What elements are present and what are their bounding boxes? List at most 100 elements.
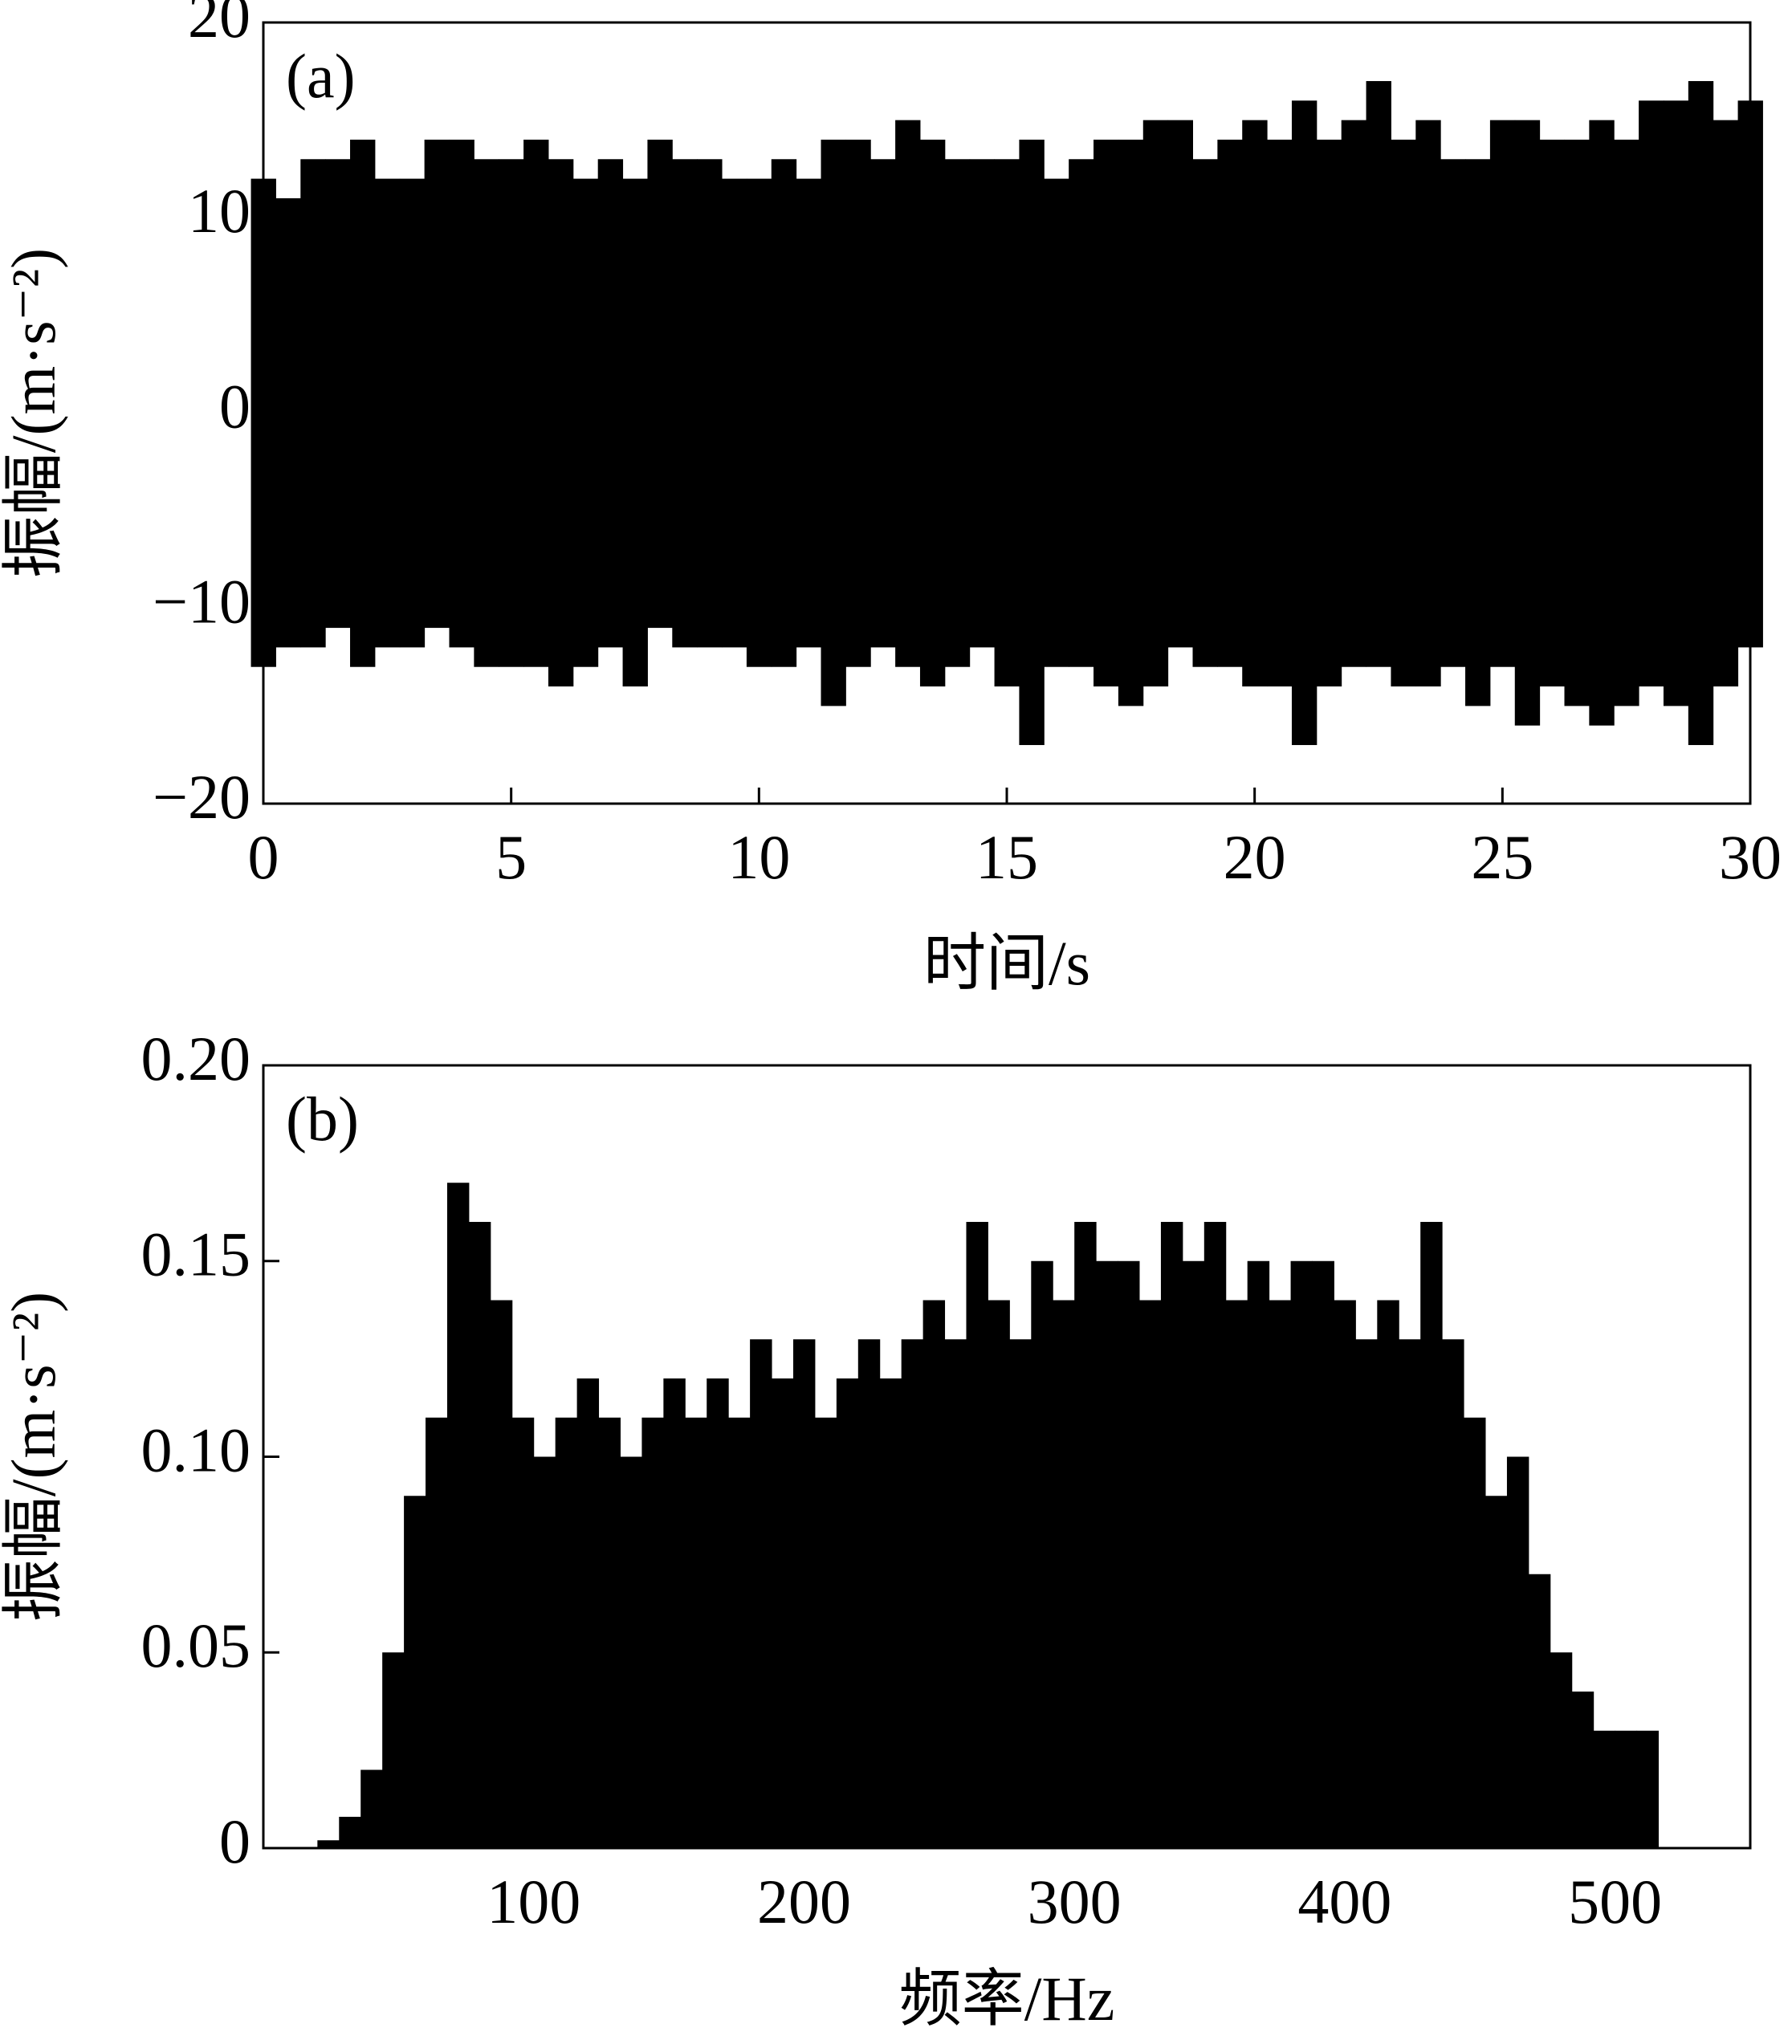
spectrum-bar: [1571, 1692, 1594, 1848]
signal-range: [1069, 159, 1094, 667]
signal-range: [325, 159, 351, 629]
spectrum-bar: [1377, 1300, 1399, 1848]
signal-range: [944, 159, 971, 667]
signal-range: [1094, 139, 1119, 687]
spectrum-bar: [339, 1817, 361, 1848]
signal-range: [1341, 120, 1367, 667]
spectrum-bar: [555, 1417, 578, 1848]
x-tick-label: 30: [1719, 822, 1782, 892]
signal-range: [374, 178, 401, 648]
signal-range: [1440, 159, 1466, 667]
x-tick-label: 200: [757, 1867, 851, 1936]
spectrum-bar: [707, 1378, 729, 1848]
x-axis-label: 频率/Hz: [899, 1964, 1115, 2034]
x-tick-label: 25: [1471, 822, 1533, 892]
signal-range: [1242, 120, 1268, 687]
signal-range: [919, 139, 946, 687]
spectrum-bar: [1528, 1574, 1551, 1848]
spectrum-bar: [1225, 1300, 1248, 1848]
spectrum-bar: [1464, 1417, 1486, 1848]
spectrum-bar: [1550, 1652, 1573, 1848]
signal-range: [870, 159, 896, 648]
signal-range: [424, 139, 450, 629]
signal-range: [994, 159, 1020, 687]
subplot: 0 0.05 0.10 0.15 0.20 100 200 300 400 500 (b) 频率/Hz…: [0, 1024, 1752, 2034]
spectrum-bar: [620, 1456, 642, 1848]
spectrum-bar: [728, 1417, 751, 1848]
spectrum-bar: [576, 1378, 600, 1848]
y-tick-label: 20: [188, 0, 250, 51]
spectrum-bar: [1312, 1260, 1334, 1848]
spectrum-bar: [1247, 1260, 1270, 1848]
y-tick-label: 0.05: [141, 1610, 251, 1680]
spectrum-bar: [1182, 1260, 1205, 1848]
signal-range: [845, 139, 871, 667]
signal-range: [1217, 139, 1243, 667]
spectrum-bar: [750, 1339, 772, 1848]
spectrum-bar: [511, 1417, 535, 1848]
spectrum-bar: [1118, 1260, 1140, 1848]
spectrum-bar: [901, 1339, 924, 1848]
x-tick-label: 0: [248, 822, 279, 892]
spectrum-bar: [1636, 1730, 1660, 1848]
signal-range: [523, 139, 549, 667]
signal-range: [1142, 120, 1169, 687]
spectrum-bar: [988, 1300, 1010, 1848]
spectrum-bar: [1420, 1222, 1443, 1848]
spectrum-bar: [1485, 1496, 1508, 1848]
y-tick-label: −10: [153, 567, 250, 637]
x-tick-label: 5: [495, 822, 527, 892]
spectrum-bar: [360, 1769, 383, 1848]
spectrum-bar: [1334, 1300, 1356, 1848]
x-tick-label: 400: [1297, 1867, 1391, 1936]
signal-range: [572, 178, 599, 667]
spectrum-bar: [1442, 1339, 1464, 1848]
signal-range: [399, 178, 426, 648]
spectrum-bar: [1593, 1730, 1616, 1848]
y-tick-label: 0: [219, 371, 250, 441]
y-tick-label: −20: [153, 762, 250, 832]
x-tick-label: 20: [1224, 822, 1286, 892]
spectrum-bar: [922, 1300, 946, 1848]
signal-range: [1564, 139, 1590, 706]
signal-range: [1044, 178, 1069, 667]
spectrum-bar: [317, 1840, 340, 1848]
signal-range: [1167, 120, 1193, 648]
spectrum-bar: [533, 1456, 556, 1848]
spectrum-bar: [641, 1417, 664, 1848]
signal-range: [672, 159, 698, 648]
signal-range: [1366, 80, 1391, 667]
y-tick-label: 0.20: [141, 1024, 251, 1093]
signal-range: [1316, 139, 1342, 687]
spectrum-bar: [1615, 1730, 1638, 1848]
signal-range: [1192, 159, 1218, 667]
signal-range: [1589, 120, 1615, 726]
spectrum-bar: [1290, 1260, 1313, 1848]
spectrum-bar: [1074, 1222, 1097, 1848]
spectrum-bar: [944, 1339, 967, 1848]
y-tick-label: 0: [219, 1806, 250, 1876]
spectrum-bar: [814, 1417, 837, 1848]
signal-range: [796, 178, 821, 648]
spectrum-bar: [1355, 1339, 1378, 1848]
signal-range: [1019, 139, 1045, 746]
signal-range: [1391, 139, 1416, 687]
spectrum-bar: [1053, 1300, 1075, 1848]
signal-range: [275, 197, 301, 648]
signal-range: [1688, 80, 1714, 746]
signal-range: [722, 178, 747, 648]
y-axis-label: 振幅/(m·s⁻²): [0, 248, 68, 578]
spectrum-bar: [685, 1417, 707, 1848]
signal-range: [969, 159, 996, 648]
x-tick-label: 300: [1028, 1867, 1122, 1936]
signal-range: [1614, 139, 1639, 706]
panel-label: (a): [286, 41, 356, 111]
signal-range: [821, 139, 846, 706]
signal-range: [474, 159, 499, 667]
signal-range: [1514, 120, 1541, 726]
signal-range: [647, 139, 673, 629]
x-tick-label: 500: [1568, 1867, 1662, 1936]
y-tick-label: 10: [188, 176, 250, 246]
spectrum-bar: [1203, 1222, 1227, 1848]
panel-label: (b): [286, 1084, 359, 1154]
